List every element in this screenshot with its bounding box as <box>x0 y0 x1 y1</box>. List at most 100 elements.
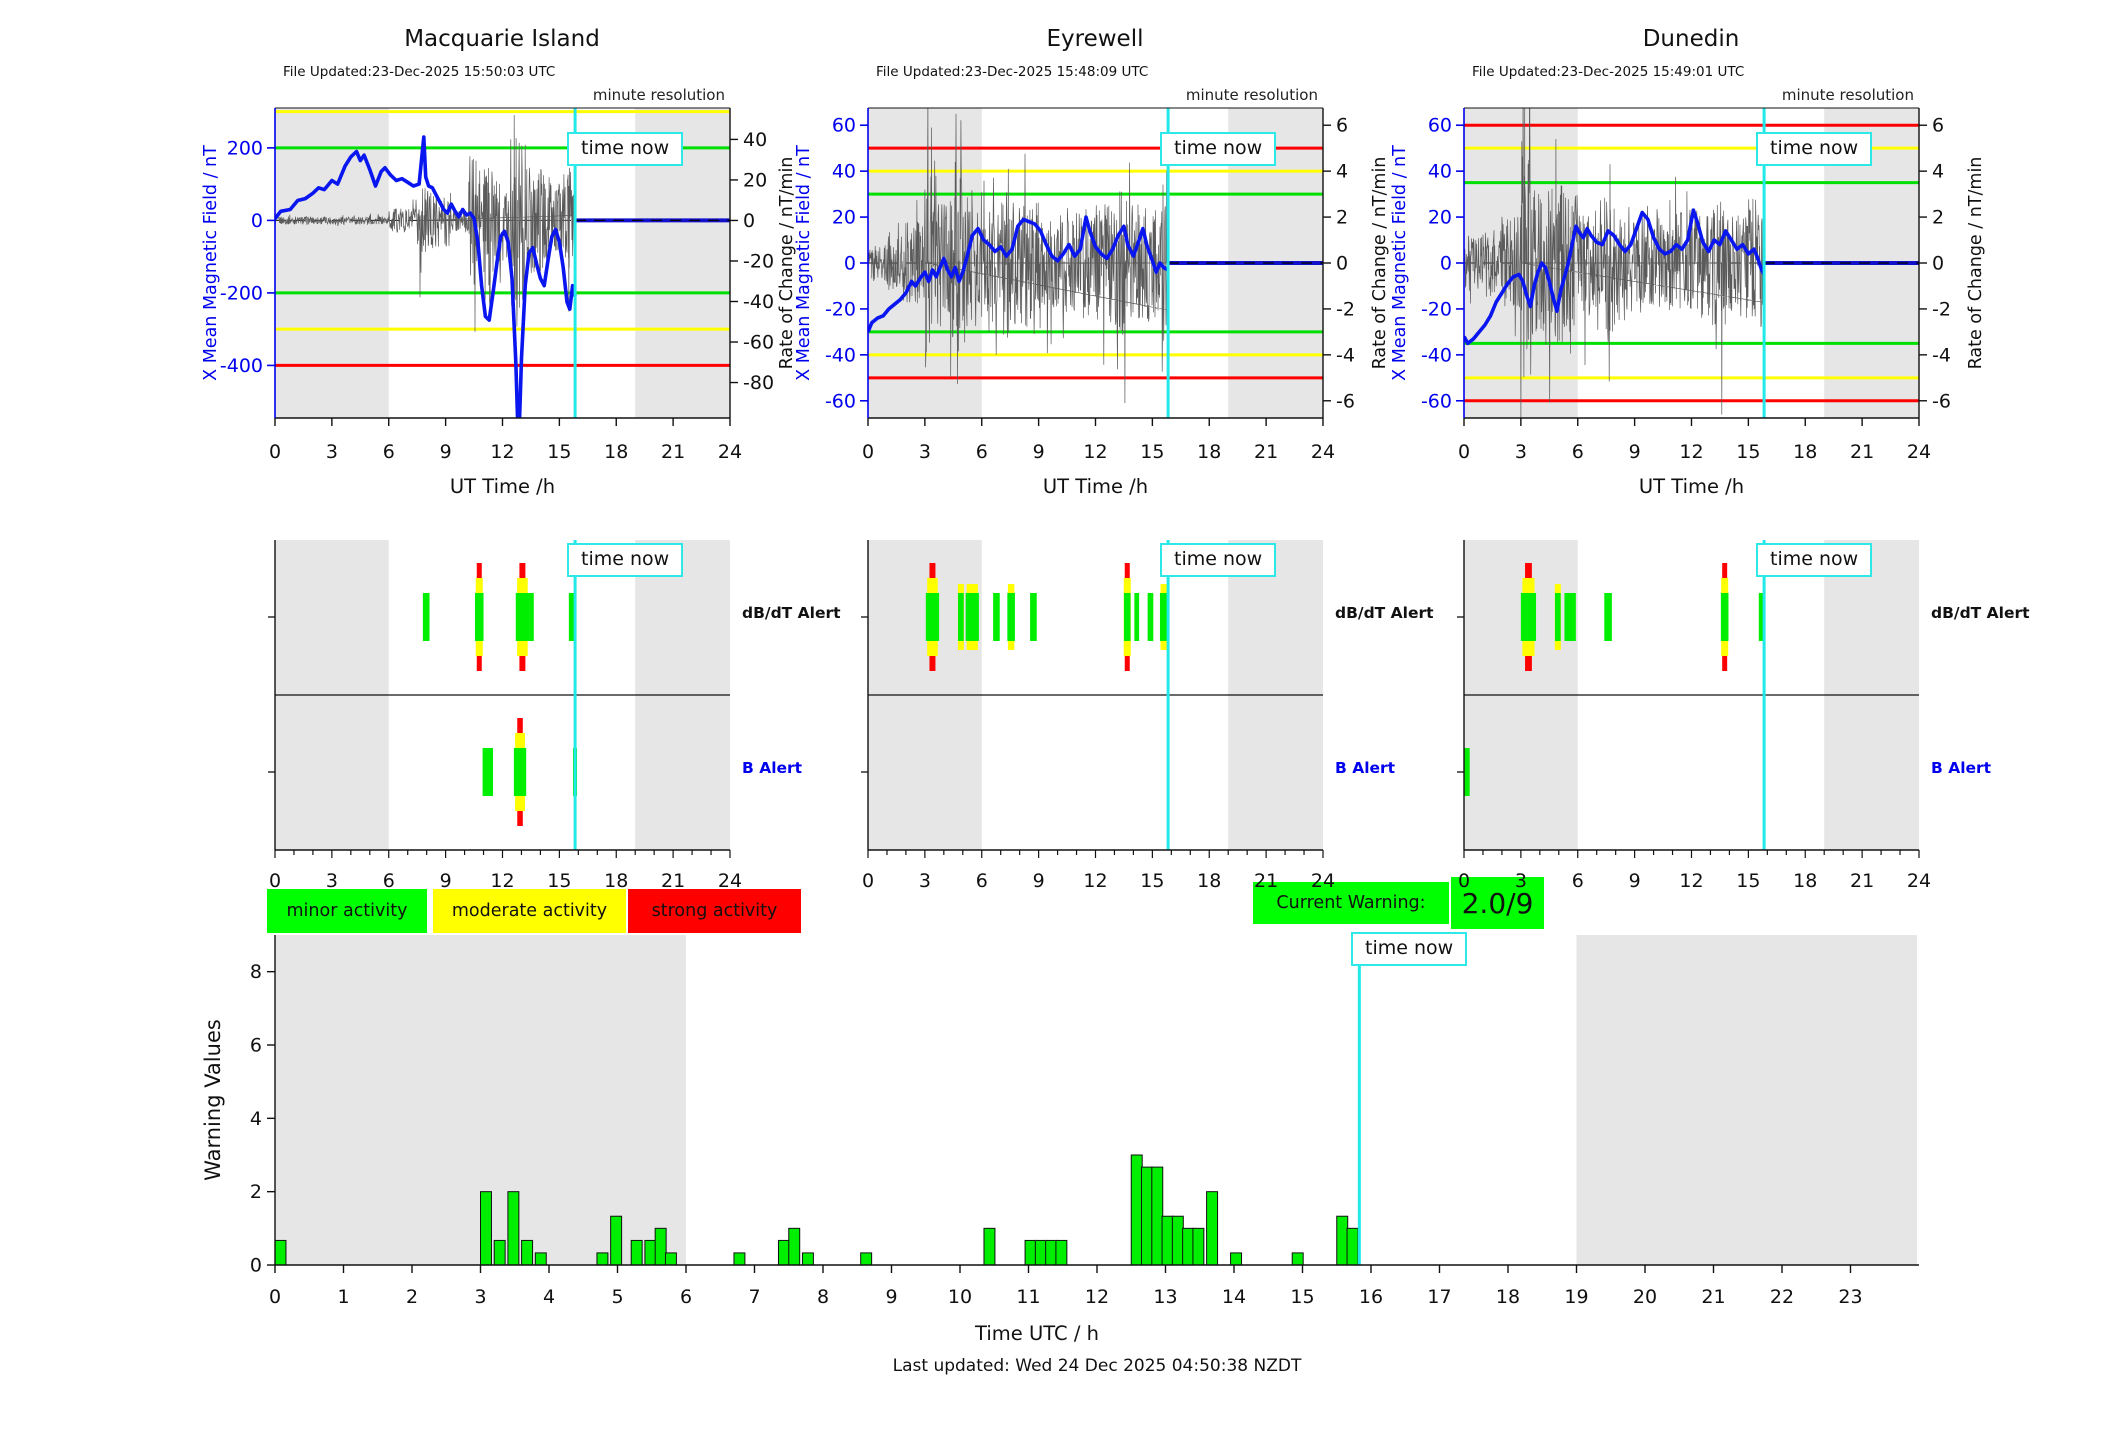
svg-text:24: 24 <box>718 441 742 463</box>
svg-text:-6: -6 <box>1336 390 1355 412</box>
alert-panel-svg: 0 3 6 9 12 15 18 21 24 <box>268 540 742 892</box>
svg-text:7: 7 <box>748 1286 760 1308</box>
dbdt-alert-label-1: dB/dT Alert <box>742 604 841 622</box>
alert-panel-svg: 0 3 6 9 12 15 18 21 24 <box>861 540 1335 892</box>
svg-text:18: 18 <box>1197 441 1221 463</box>
svg-text:15: 15 <box>1290 1286 1314 1308</box>
svg-text:0: 0 <box>250 1255 262 1277</box>
svg-text:0: 0 <box>743 210 755 232</box>
svg-text:0: 0 <box>1458 441 1470 463</box>
svg-text:4: 4 <box>543 1286 555 1308</box>
svg-text:9: 9 <box>1033 870 1045 892</box>
svg-text:6: 6 <box>383 441 395 463</box>
svg-text:6: 6 <box>250 1035 262 1057</box>
svg-text:9: 9 <box>1033 441 1045 463</box>
mean-field-trace <box>868 215 1169 333</box>
svg-text:6: 6 <box>1336 115 1348 137</box>
svg-text:13: 13 <box>1153 1286 1177 1308</box>
svg-text:4: 4 <box>1932 161 1944 183</box>
svg-text:60: 60 <box>832 115 856 137</box>
svg-text:2: 2 <box>406 1286 418 1308</box>
svg-text:15: 15 <box>1736 870 1760 892</box>
svg-text:40: 40 <box>832 161 856 183</box>
minute-resolution-label-2: minute resolution <box>1185 86 1318 104</box>
ut-time-axis-label: UT Time /h <box>1043 475 1148 498</box>
svg-text:3: 3 <box>919 870 931 892</box>
svg-text:0: 0 <box>1440 253 1452 275</box>
svg-text:12: 12 <box>490 870 514 892</box>
svg-text:0: 0 <box>1932 253 1944 275</box>
svg-text:2: 2 <box>1336 207 1348 229</box>
svg-text:2: 2 <box>250 1181 262 1203</box>
station-title-eyrewell: Eyrewell <box>1046 26 1144 52</box>
legend-moderate-activity: moderate activity <box>433 889 626 933</box>
svg-text:0: 0 <box>1458 870 1470 892</box>
svg-text:-40: -40 <box>825 344 856 366</box>
svg-text:15: 15 <box>547 441 571 463</box>
svg-text:15: 15 <box>1140 870 1164 892</box>
minute-resolution-label-1: minute resolution <box>592 86 725 104</box>
svg-text:22: 22 <box>1770 1286 1794 1308</box>
svg-text:2: 2 <box>1932 207 1944 229</box>
svg-text:21: 21 <box>661 441 685 463</box>
svg-text:24: 24 <box>1311 441 1335 463</box>
svg-text:3: 3 <box>1515 870 1527 892</box>
svg-text:24: 24 <box>1907 870 1931 892</box>
svg-text:21: 21 <box>1850 441 1874 463</box>
svg-text:15: 15 <box>1736 441 1760 463</box>
dbdt-alert-bars <box>422 563 576 671</box>
rate-of-change-trace <box>868 108 1169 404</box>
svg-text:4: 4 <box>1336 161 1348 183</box>
station-title-dunedin: Dunedin <box>1642 26 1740 52</box>
time-utc-axis-label: Time UTC / h <box>974 1322 1099 1345</box>
mean-field-trace <box>1464 208 1766 346</box>
b-alert-bars <box>1464 748 1470 796</box>
svg-text:10: 10 <box>948 1286 972 1308</box>
svg-text:12: 12 <box>1679 870 1703 892</box>
field-axis-label: X Mean Magnetic Field / nT <box>201 145 221 381</box>
svg-text:19: 19 <box>1564 1286 1588 1308</box>
dbdt-alert-label-2: dB/dT Alert <box>1335 604 1434 622</box>
svg-text:3: 3 <box>326 441 338 463</box>
svg-text:18: 18 <box>1197 870 1221 892</box>
rate-of-change-trace <box>275 115 576 332</box>
svg-text:3: 3 <box>919 441 931 463</box>
svg-text:6: 6 <box>976 441 988 463</box>
svg-text:12: 12 <box>1083 870 1107 892</box>
svg-text:-200: -200 <box>220 282 263 304</box>
svg-text:0: 0 <box>269 1286 281 1308</box>
svg-text:21: 21 <box>661 870 685 892</box>
svg-text:-2: -2 <box>1336 298 1355 320</box>
svg-text:12: 12 <box>1679 441 1703 463</box>
svg-text:6: 6 <box>976 870 988 892</box>
svg-text:9: 9 <box>440 441 452 463</box>
time-now-box-plot-1: time now <box>567 132 684 166</box>
svg-text:1: 1 <box>337 1286 349 1308</box>
svg-text:-400: -400 <box>220 355 263 377</box>
rate-axis-label: Rate of Change / nT/min <box>1966 157 1986 370</box>
svg-text:18: 18 <box>1496 1286 1520 1308</box>
time-now-box-warning: time now <box>1351 932 1468 966</box>
dbdt-alert-label-3: dB/dT Alert <box>1931 604 2030 622</box>
time-now-box-plot-2: time now <box>1160 132 1277 166</box>
svg-text:3: 3 <box>474 1286 486 1308</box>
file-updated-dunedin: File Updated:23-Dec-2025 15:49:01 UTC <box>1472 64 1745 80</box>
svg-text:0: 0 <box>862 870 874 892</box>
svg-text:200: 200 <box>227 137 263 159</box>
dbdt-alert-bars <box>1520 563 1765 671</box>
svg-text:11: 11 <box>1016 1286 1040 1308</box>
svg-text:9: 9 <box>1629 870 1641 892</box>
svg-text:-4: -4 <box>1336 344 1355 366</box>
svg-text:-60: -60 <box>825 390 856 412</box>
svg-text:20: 20 <box>743 169 767 191</box>
b-alert-bars <box>482 718 578 826</box>
svg-text:-60: -60 <box>1421 390 1452 412</box>
svg-text:24: 24 <box>1907 441 1931 463</box>
field-axis-label: X Mean Magnetic Field / nT <box>794 145 814 381</box>
dbdt-alert-bars <box>925 563 1168 671</box>
svg-text:6: 6 <box>1572 441 1584 463</box>
svg-text:20: 20 <box>1633 1286 1657 1308</box>
